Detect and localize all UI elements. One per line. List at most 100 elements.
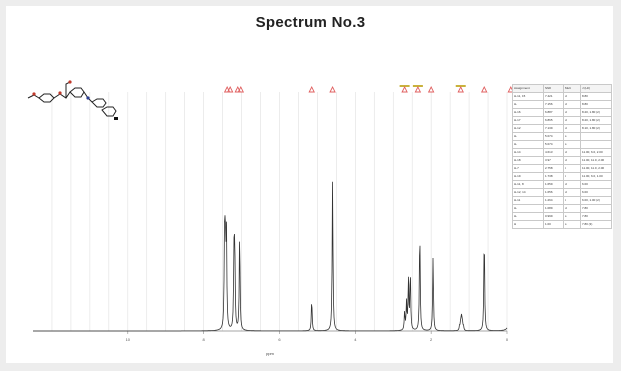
ring-a (38, 93, 55, 103)
table-cell: H- (512, 100, 544, 109)
x-tick-label: 6 (278, 337, 281, 342)
table-header-cell: Mult (563, 84, 581, 93)
table-cell: t (563, 172, 581, 181)
table-cell: 11.00, 11.0, 2.00 (580, 164, 612, 173)
table-row: H-12 7.139 d 8.10, 1.80 (2) (512, 124, 612, 133)
table-row: H-12, 14 1.656 d 6.00 (512, 188, 612, 197)
table-cell: t (563, 164, 581, 173)
table-cell: H-12 (512, 124, 544, 133)
peak-marker (457, 85, 464, 93)
table-cell: s (563, 140, 581, 149)
table-cell: 0.999 (543, 212, 564, 221)
table-header-cell: Shift (543, 84, 564, 93)
table-cell: H-19 (512, 172, 544, 181)
table-row: H-18 3.97 d 11.00, 11.0, 2.00 (512, 156, 612, 165)
table-cell: d (563, 100, 581, 109)
table-cell: d (563, 180, 581, 189)
table-cell: H-18 (512, 156, 544, 165)
table-cell: t (563, 196, 581, 205)
table-cell: d (563, 108, 581, 117)
table-cell: 8.80 (580, 100, 612, 109)
table-cell: 7.139 (543, 124, 564, 133)
table-cell: 6.865 (543, 116, 564, 125)
table-cell: H- (512, 212, 544, 221)
table-row: H-14 4.613 d 11.00, 6.0, 2.00 (512, 148, 612, 157)
table-cell: 7.421 (543, 92, 564, 101)
peak-table-panel: Assignment Shift Mult J (Hz) H-11, 15 7.421 d… (512, 84, 612, 229)
table-row: H- 1.089 d 7.80 (512, 204, 612, 213)
table-cell: d (563, 148, 581, 157)
table-cell: 11.00, 6.0, 1.00 (580, 172, 612, 181)
table-cell: 6.00, 1.00 (2) (580, 196, 612, 205)
table-cell: H- (512, 204, 544, 213)
table-row: H- 5.074 s (512, 140, 612, 149)
table-row: H-17 6.865 d 8.20, 1.80 (2) (512, 116, 612, 125)
table-cell: d (563, 116, 581, 125)
table-cell: 1.00 (543, 220, 564, 229)
table-cell: 11.00, 11.0, 2.00 (580, 156, 612, 165)
table-cell: H-12, 14 (512, 188, 544, 197)
table-cell: 1.264 (543, 196, 564, 205)
table-cell: 3.97 (543, 156, 564, 165)
table-row: H- 7.156 d 8.80 (512, 100, 612, 109)
table-cell: 11.00, 6.0, 2.00 (580, 148, 612, 157)
table-cell: 8.10, 1.80 (2) (580, 124, 612, 133)
table-cell: s (563, 132, 581, 141)
table-row: H 1.00 s 7.80 (3) (512, 220, 612, 229)
x-tick-label: 2 (430, 337, 433, 342)
table-header-cell: J (Hz) (580, 84, 612, 93)
table-cell: H-14 (512, 148, 544, 157)
figure-background (6, 6, 613, 363)
peak-marker (329, 85, 336, 93)
peak-marker (308, 85, 315, 93)
table-header-cell: Assignment (512, 84, 544, 93)
ring-d (101, 106, 117, 117)
x-ticks: 10 8 6 4 2 0 (126, 331, 509, 342)
table-cell: H-16 (512, 108, 544, 117)
table-row: H- 5.074 s (512, 132, 612, 141)
table-cell: 2.758 (543, 164, 564, 173)
table-cell: 8.80 (580, 92, 612, 101)
chart-title: Spectrum No.3 (255, 14, 366, 31)
atom-o (32, 92, 36, 96)
table-cell: H-11 (512, 196, 544, 205)
atom-n (86, 96, 90, 100)
peak-marker (414, 85, 422, 93)
table-cell: H- (512, 140, 544, 149)
table-row: H- 0.999 s 7.80 (512, 212, 612, 221)
table-row: H-19 1.738 t 11.00, 6.0, 1.00 (512, 172, 612, 181)
x-axis-label: ppm (266, 351, 274, 356)
table-cell: 5.074 (543, 140, 564, 149)
table-cell: H-11, 8 (512, 180, 544, 189)
x-tick-label: 10 (126, 337, 131, 342)
peak-marker (237, 85, 245, 93)
grid-lines (51, 92, 508, 331)
atom-o (68, 80, 72, 84)
table-cell: d (563, 188, 581, 197)
table-cell: s (563, 220, 581, 229)
atom-cl (114, 117, 118, 120)
molecule-structure (27, 80, 118, 120)
peak-marker (401, 85, 408, 93)
bond-linker (53, 91, 71, 99)
table-row: H-11, 8 1.659 d 6.00 (512, 180, 612, 189)
table-cell: d (563, 156, 581, 165)
table-cell: H (512, 220, 544, 229)
peak-marker (226, 85, 234, 93)
table-cell: d (563, 204, 581, 213)
x-tick-label: 0 (506, 337, 509, 342)
atom-o (58, 91, 62, 95)
table-cell: H- (512, 132, 544, 141)
ring-b (69, 87, 85, 98)
peak-marker (427, 85, 435, 93)
table-cell: d (563, 124, 581, 133)
table-cell: H-17 (512, 116, 544, 125)
table-cell: s (563, 212, 581, 221)
spectrum-line (33, 181, 508, 332)
table-row: H-7 2.758 t 11.00, 11.0, 2.00 (512, 164, 612, 173)
table-cell: 8.20, 1.80 (2) (580, 108, 612, 117)
table-row: H-16 6.887 d 8.20, 1.80 (2) (512, 108, 612, 117)
x-tick-label: 8 (203, 337, 206, 342)
table-cell: 7.80 (580, 204, 612, 213)
